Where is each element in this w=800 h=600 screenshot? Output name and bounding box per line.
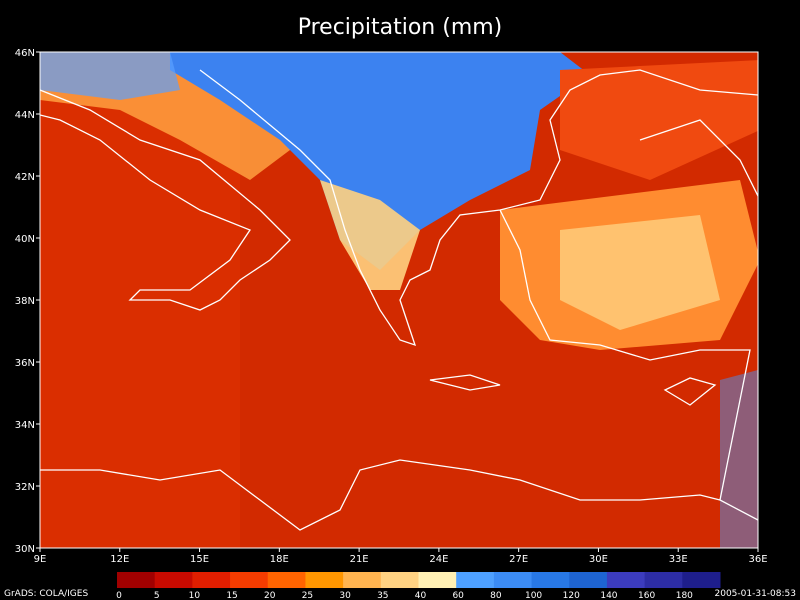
lat-label: 44N [15, 110, 35, 121]
colorbar-label: 0 [116, 591, 122, 600]
map-area [40, 52, 758, 548]
colorbar-swatch [117, 572, 156, 588]
colorbar-swatch [569, 572, 608, 588]
coastline-anatolia-levant [499, 209, 758, 521]
black-sea-field [560, 60, 758, 180]
colorbar-label: 5 [154, 591, 160, 600]
coastline-adriatic-aegean [199, 69, 758, 347]
lon-label: 27E [509, 554, 528, 565]
colorbar-label: 20 [264, 591, 276, 600]
colorbar-label: 25 [302, 591, 313, 600]
colorbar-label: 100 [525, 591, 542, 600]
balkans-wet [170, 52, 590, 270]
lon-label: 12E [110, 554, 129, 565]
lon-label: 24E [429, 554, 448, 565]
coastline-cyprus [663, 377, 717, 406]
lon-axis: 9E 12E 15E 18E 21E 24E 27E 30E 33E 36E [34, 548, 768, 565]
lat-label: 30N [15, 544, 35, 555]
lat-label: 36N [15, 358, 35, 369]
map-title: Precipitation (mm) [298, 15, 503, 40]
colorbar-swatch [380, 572, 419, 588]
lat-label: 42N [15, 172, 35, 183]
lat-label: 34N [15, 420, 35, 431]
colorbar-label: 60 [452, 591, 464, 600]
lon-label: 33E [669, 554, 688, 565]
credit: GrADS: COLA/IGES [4, 589, 88, 599]
colorbar-label: 35 [377, 591, 388, 600]
colorbar-swatch [682, 572, 721, 588]
colorbar-label: 30 [339, 591, 351, 600]
colorbar-label: 15 [226, 591, 237, 600]
colorbar-swatch [606, 572, 646, 588]
colorbar-swatch [230, 572, 269, 588]
colorbar-swatch [305, 572, 344, 588]
lon-label: 30E [589, 554, 608, 565]
alps-wet [40, 52, 180, 100]
lon-label: 21E [350, 554, 369, 565]
colorbar-swatch [644, 572, 683, 588]
lon-label: 15E [190, 554, 209, 565]
colorbar-swatch [531, 572, 570, 588]
colorbar-label: 120 [563, 591, 580, 600]
lon-label: 36E [748, 554, 767, 565]
colorbar-label: 10 [189, 591, 201, 600]
colorbar-swatch [493, 572, 533, 588]
anatolia-wet [560, 215, 720, 330]
coastline-africa [40, 459, 721, 531]
colorbar-swatch [343, 572, 382, 588]
greece-band [320, 180, 420, 290]
lat-label: 38N [15, 296, 35, 307]
coastline-black-sea [639, 119, 758, 198]
lon-label: 9E [34, 554, 47, 565]
colorbar-swatch [192, 572, 231, 588]
colorbar: 0 5 10 15 20 25 30 35 40 60 80 100 120 140 160 180 [116, 572, 721, 600]
colorbar-swatch [154, 572, 193, 588]
colorbar-label: 40 [415, 591, 427, 600]
lat-label: 46N [15, 48, 35, 59]
lat-label: 40N [15, 234, 35, 245]
colorbar-swatch [418, 572, 457, 588]
colorbar-label: 80 [490, 591, 502, 600]
colorbar-label: 160 [638, 591, 655, 600]
coastline-crete [429, 374, 501, 391]
colorbar-label: 180 [676, 591, 693, 600]
colorbar-label: 140 [600, 591, 617, 600]
coastline-italy [40, 89, 291, 311]
lat-axis: 46N 44N 42N 40N 38N 36N 34N 32N 30N [15, 48, 40, 555]
colorbar-swatch [456, 572, 495, 588]
levant-band [720, 370, 758, 548]
lon-label: 18E [270, 554, 289, 565]
lat-label: 32N [15, 482, 35, 493]
timestamp: 2005-01-31-08:53 [715, 589, 797, 599]
colorbar-swatch [267, 572, 306, 588]
